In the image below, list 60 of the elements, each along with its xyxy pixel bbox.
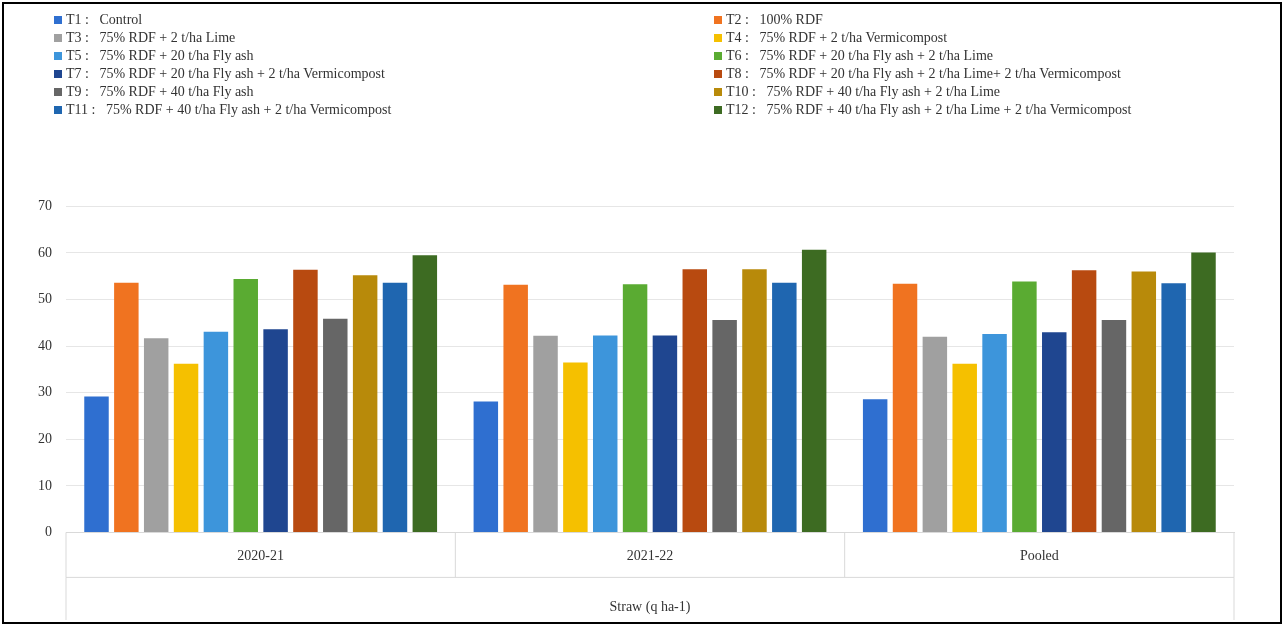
y-tick-label: 40 <box>38 337 52 353</box>
bar <box>1101 320 1127 532</box>
y-tick-label: 60 <box>38 244 52 260</box>
bar <box>1191 252 1216 532</box>
y-tick-label: 10 <box>38 477 52 493</box>
legend-label: T10 : 75% RDF + 40 t/ha Fly ash + 2 t/ha Lime <box>726 84 1000 100</box>
x-axis-title: Straw (q ha-1) <box>609 599 691 616</box>
bar <box>263 329 288 532</box>
legend-label: T12 : 75% RDF + 40 t/ha Fly ash + 2 t/ha Lime + 2 t/ha Vermicompost <box>726 102 1132 118</box>
bar <box>862 399 888 532</box>
bar <box>563 362 588 532</box>
bar <box>712 320 737 532</box>
legend-label: T11 : 75% RDF + 40 t/ha Fly ash + 2 t/ha Vermicompost <box>66 102 392 118</box>
bar <box>1042 332 1067 532</box>
bar <box>503 284 528 532</box>
bar <box>352 275 378 532</box>
bar <box>592 335 618 532</box>
y-tick-label: 50 <box>38 291 52 307</box>
bar <box>922 336 948 532</box>
bar <box>622 284 648 532</box>
bar <box>1161 283 1186 532</box>
bar <box>173 363 199 532</box>
bar <box>233 279 258 532</box>
x-tick-label: 2021-22 <box>626 548 674 564</box>
y-tick-label: 30 <box>38 384 52 400</box>
legend-label: T3 : 75% RDF + 2 t/ha Lime <box>66 30 236 46</box>
legend-label: T6 : 75% RDF + 20 t/ha Fly ash + 2 t/ha Lime <box>726 48 993 64</box>
bar <box>293 269 318 532</box>
y-tick-label: 0 <box>45 524 52 540</box>
y-tick-label: 20 <box>38 430 52 446</box>
bar <box>772 282 797 532</box>
bar <box>1131 271 1157 532</box>
bar <box>84 396 109 532</box>
bar <box>143 338 169 532</box>
legend-label: T8 : 75% RDF + 20 t/ha Fly ash + 2 t/ha Lime+ 2 t/ha Vermicompost <box>726 66 1121 82</box>
legend-label: T4 : 75% RDF + 2 t/ha Vermicompost <box>726 30 948 46</box>
bar <box>412 255 438 532</box>
bar <box>203 331 229 532</box>
legend-label: T2 : 100% RDF <box>726 12 823 28</box>
bar <box>114 282 139 532</box>
legend-label: T5 : 75% RDF + 20 t/ha Fly ash <box>66 48 254 64</box>
bar <box>801 249 827 532</box>
x-tick-label: 2020-21 <box>237 548 284 564</box>
bar <box>533 335 558 532</box>
bar <box>892 283 918 532</box>
legend-label: T9 : 75% RDF + 40 t/ha Fly ash <box>66 84 254 100</box>
bar <box>1071 270 1097 532</box>
bar <box>382 282 408 532</box>
bar <box>982 334 1007 532</box>
bar <box>323 318 348 532</box>
bar <box>952 363 977 532</box>
bar <box>1012 281 1037 532</box>
bar <box>682 269 708 532</box>
bar <box>652 335 678 532</box>
legend-label: T1 : Control <box>66 12 143 28</box>
bar <box>742 269 767 532</box>
y-tick-label: 70 <box>38 198 52 214</box>
bar <box>473 401 499 532</box>
x-tick-label: Pooled <box>1019 548 1059 564</box>
legend-label: T7 : 75% RDF + 20 t/ha Fly ash + 2 t/ha Vermicompost <box>66 66 385 82</box>
